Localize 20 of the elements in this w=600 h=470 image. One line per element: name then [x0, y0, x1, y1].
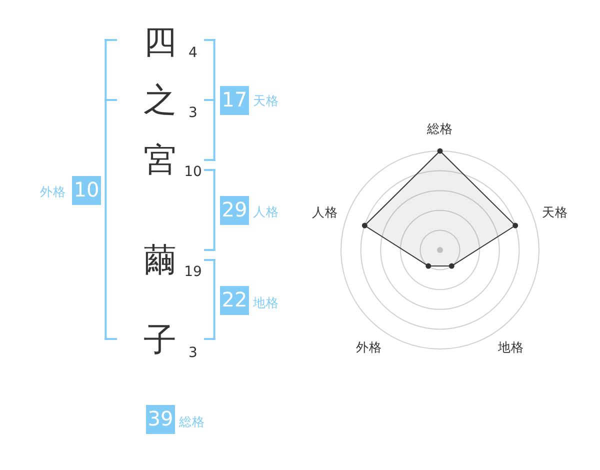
text: 繭: [144, 240, 176, 279]
text: 3: [188, 345, 198, 361]
spoke-label: 地格: [496, 340, 524, 355]
text: 四: [144, 22, 176, 61]
text: 宮: [144, 140, 176, 179]
text: 10: [184, 164, 202, 180]
text: 4: [188, 45, 198, 61]
spoke-label: 天格: [542, 204, 568, 220]
spoke-label: 総格: [426, 121, 453, 136]
text: 人格: [253, 204, 279, 219]
text: 之: [144, 80, 176, 119]
text: 3: [188, 105, 198, 121]
spoke-label: 外格: [356, 340, 382, 355]
spoke-label: 人格: [312, 204, 338, 220]
text: 子: [144, 320, 176, 359]
text: 19: [184, 264, 202, 280]
text: 天格: [253, 93, 279, 108]
text: 外格: [40, 184, 66, 199]
text: 総格: [178, 414, 205, 429]
text: 地格: [252, 295, 279, 310]
